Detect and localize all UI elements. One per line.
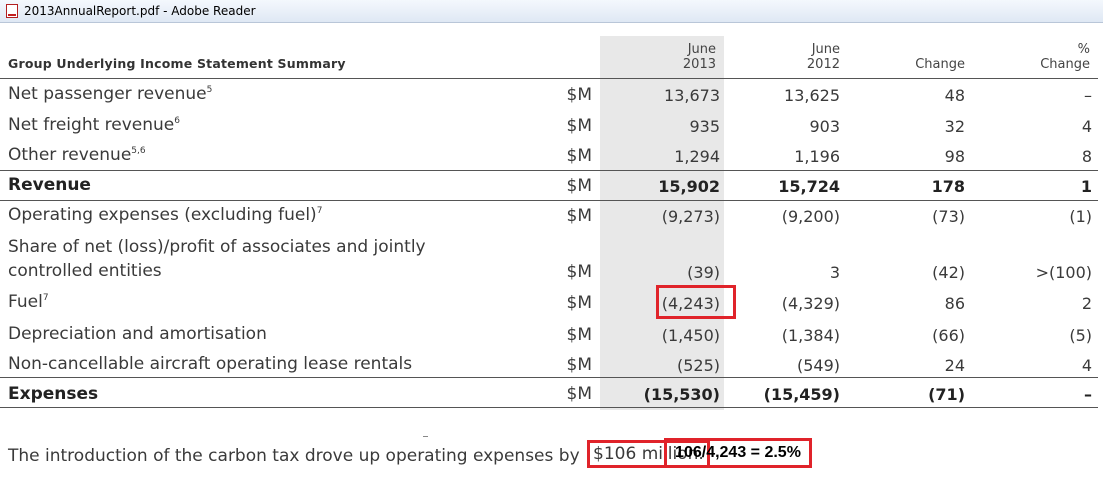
column-header-change: Change <box>880 42 965 72</box>
value-percent-change: – <box>1084 385 1092 404</box>
value-change: 98 <box>944 147 965 166</box>
value-change: 86 <box>944 294 965 313</box>
window-titlebar: 2013AnnualReport.pdf - Adobe Reader <box>0 0 1103 23</box>
value-2012: (4,329) <box>781 294 840 313</box>
row-unit: $M <box>566 176 592 196</box>
fuel-highlight-box <box>656 285 736 319</box>
value-percent-change: – <box>1084 86 1092 105</box>
column-header-percent-change: % Change <box>990 42 1090 72</box>
row-label: Other revenue5,6 <box>8 145 146 165</box>
row-unit: $M <box>566 325 592 345</box>
header-rule <box>0 78 1098 79</box>
row-unit: $M <box>566 146 592 166</box>
row-label: Fuel7 <box>8 292 49 312</box>
row-unit: $M <box>566 116 592 136</box>
column-header-line1: June <box>811 42 840 57</box>
row-unit: $M <box>566 355 592 375</box>
expenses-rule-bottom <box>0 407 1098 408</box>
value-2012: (9,200) <box>781 207 840 226</box>
row-label-continued: controlled entities <box>8 261 162 281</box>
value-2013: 15,902 <box>658 177 720 196</box>
value-2013: (525) <box>676 356 720 375</box>
carbon-tax-footnote: The introduction of the carbon tax drove… <box>8 440 710 470</box>
value-percent-change: (1) <box>1069 207 1092 226</box>
value-change: 32 <box>944 117 965 136</box>
row-label: Net passenger revenue5 <box>8 84 213 104</box>
column-header-line1: June <box>687 42 716 57</box>
value-percent-change: 1 <box>1080 177 1092 196</box>
value-2012: 13,625 <box>784 86 840 105</box>
value-percent-change: 4 <box>1081 356 1092 375</box>
column-header-june-2013: June 2013 <box>600 42 716 72</box>
column-header-line2: 2013 <box>682 57 716 72</box>
value-percent-change: 4 <box>1081 117 1092 136</box>
value-change: (66) <box>932 326 965 345</box>
value-2013: (1,450) <box>661 326 720 345</box>
value-percent-change: (5) <box>1069 326 1092 345</box>
footnote-amount: $106 million. <box>587 440 710 468</box>
column-header-line1: % <box>1077 42 1090 57</box>
column-header-line2: Change <box>1040 57 1090 72</box>
value-change: (42) <box>932 263 965 282</box>
value-change: 24 <box>944 356 965 375</box>
column-header-line2: 2012 <box>806 57 840 72</box>
footnote-text: The introduction of the carbon tax drove… <box>8 446 580 466</box>
value-2012: (15,459) <box>763 385 840 404</box>
value-2012: (1,384) <box>781 326 840 345</box>
value-2013: (9,273) <box>661 207 720 226</box>
row-label: Revenue <box>8 175 91 195</box>
value-2012: 1,196 <box>794 147 840 166</box>
value-percent-change: 2 <box>1081 294 1092 313</box>
column-header-line1 <box>880 42 965 57</box>
revenue-rule-top <box>0 170 1098 171</box>
value-percent-change: 8 <box>1081 147 1092 166</box>
row-unit: $M <box>566 384 592 404</box>
window-title: 2013AnnualReport.pdf - Adobe Reader <box>24 4 256 18</box>
expenses-rule-top <box>0 377 1098 378</box>
row-unit: $M <box>566 293 592 313</box>
table-title: Group Underlying Income Statement Summar… <box>8 56 346 71</box>
calculation-box: 106/4,243 = 2.5% <box>664 438 812 468</box>
revenue-rule-bottom <box>0 200 1098 201</box>
pdf-icon <box>6 4 18 18</box>
row-label: Depreciation and amortisation <box>8 324 267 344</box>
row-unit: $M <box>566 262 592 282</box>
value-2012: 3 <box>829 263 840 282</box>
value-2012: 15,724 <box>778 177 840 196</box>
value-change: (73) <box>932 207 965 226</box>
column-header-june-2012: June 2012 <box>740 42 840 72</box>
value-2013: (4,243) <box>661 294 720 313</box>
row-unit: $M <box>566 206 592 226</box>
stray-mark <box>423 436 428 437</box>
current-year-column-shading <box>600 36 724 410</box>
row-label: Operating expenses (excluding fuel)7 <box>8 205 323 225</box>
row-label: Non-cancellable aircraft operating lease… <box>8 354 413 374</box>
row-unit: $M <box>566 85 592 105</box>
row-label: Expenses <box>8 384 99 404</box>
value-2012: 903 <box>809 117 840 136</box>
value-change: (71) <box>928 385 965 404</box>
value-2012: (549) <box>796 356 840 375</box>
value-2013: 935 <box>689 117 720 136</box>
value-2013: (15,530) <box>643 385 720 404</box>
value-percent-change: >(100) <box>1035 263 1092 282</box>
value-2013: 1,294 <box>674 147 720 166</box>
row-label: Net freight revenue6 <box>8 115 180 135</box>
value-2013: 13,673 <box>664 86 720 105</box>
row-label: Share of net (loss)/profit of associates… <box>8 237 426 257</box>
value-2013: (39) <box>687 263 720 282</box>
value-change: 48 <box>944 86 965 105</box>
column-header-line2: Change <box>915 57 965 72</box>
value-change: 178 <box>931 177 965 196</box>
